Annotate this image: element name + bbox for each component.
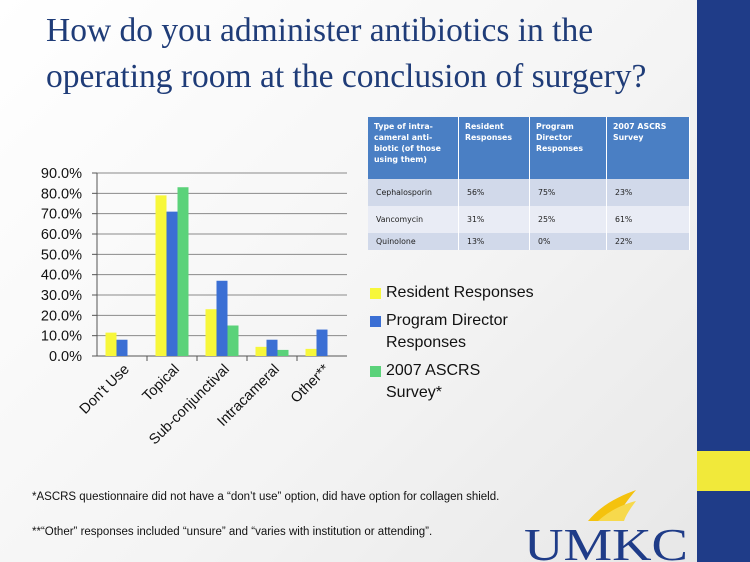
bar: [155, 195, 167, 356]
legend-swatch-ascrs: [370, 366, 381, 377]
umkc-logo: UMKC: [524, 490, 688, 562]
y-tick-label: 20.0%: [41, 308, 82, 324]
bar: [305, 348, 317, 356]
y-tick-label: 30.0%: [41, 288, 82, 304]
y-tick-label: 60.0%: [41, 227, 82, 243]
table-cell: 22%: [606, 233, 690, 250]
table-cell: Vancomycin: [368, 206, 459, 233]
y-tick-label: 40.0%: [41, 268, 82, 284]
slide-title: How do you administer antibiotics in the…: [46, 12, 647, 95]
legend-label-program-director: Program Director Responses: [386, 312, 508, 351]
bar: [316, 329, 328, 356]
bar: [105, 332, 117, 356]
table-header-resident: Resident Responses: [458, 117, 530, 179]
x-category-label: Topical: [140, 362, 183, 405]
footnote-other: **“Other” responses included “unsure” an…: [32, 526, 433, 538]
bar: [177, 187, 189, 356]
y-tick-label: 50.0%: [41, 247, 82, 263]
chart-legend: Resident Responses Program Director Resp…: [370, 282, 536, 410]
legend-item-program-director: Program Director Responses: [370, 310, 536, 354]
x-category-label: Other**: [288, 361, 333, 406]
table-cell: 75%: [529, 179, 607, 206]
legend-item-ascrs: 2007 ASCRS Survey*: [370, 360, 536, 404]
table-cell: 25%: [529, 206, 607, 233]
bar: [166, 211, 178, 356]
legend-swatch-resident: [370, 288, 381, 299]
table-cell: 0%: [529, 233, 607, 250]
bar: [116, 339, 128, 356]
y-tick-label: 0.0%: [49, 349, 82, 365]
table-header-type: Type of intra-cameral anti-biotic (of th…: [368, 117, 459, 179]
table-cell: 61%: [606, 206, 690, 233]
table-cell: Quinolone: [368, 233, 459, 250]
y-tick-label: 10.0%: [41, 329, 82, 345]
table-cell: 13%: [458, 233, 530, 250]
legend-swatch-program-director: [370, 316, 381, 327]
antibiotic-table: Type of intra-cameral anti-biotic (of th…: [368, 117, 690, 250]
table-header-ascrs: 2007 ASCRS Survey: [606, 117, 690, 179]
bar: [266, 339, 278, 356]
y-tick-label: 90.0%: [41, 166, 82, 182]
bar: [277, 349, 289, 356]
table-row: Vancomycin 31% 25% 61%: [368, 206, 690, 233]
legend-label-ascrs: 2007 ASCRS Survey*: [386, 362, 481, 401]
table-header-row: Type of intra-cameral anti-biotic (of th…: [368, 117, 690, 179]
bar: [227, 325, 239, 356]
right-brand-accent: [697, 451, 750, 491]
logo-flame-accent-icon: [598, 501, 636, 521]
table-header-program-director: Program Director Responses: [529, 117, 607, 179]
legend-item-resident: Resident Responses: [370, 282, 536, 304]
table-cell: Cephalosporin: [368, 179, 459, 206]
table-cell: 31%: [458, 206, 530, 233]
table-row: Quinolone 13% 0% 22%: [368, 233, 690, 250]
logo-flame-icon: [588, 490, 636, 521]
bar: [255, 346, 267, 356]
x-category-label: Don't Use: [77, 362, 133, 418]
logo-wordmark: UMKC: [524, 519, 688, 562]
table-cell: 23%: [606, 179, 690, 206]
table-row: Cephalosporin 56% 75% 23%: [368, 179, 690, 206]
bar: [216, 280, 228, 356]
legend-label-resident: Resident Responses: [386, 284, 534, 301]
y-tick-label: 70.0%: [41, 207, 82, 223]
y-tick-label: 80.0%: [41, 186, 82, 202]
bar: [205, 309, 217, 356]
table-cell: 56%: [458, 179, 530, 206]
bar-chart: 0.0% 10.0% 20.0% 30.0% 40.0% 50.0% 60.0% 70.0% 8…: [41, 166, 347, 448]
footnote-ascrs: *ASCRS questionnaire did not have a “don…: [32, 491, 500, 503]
